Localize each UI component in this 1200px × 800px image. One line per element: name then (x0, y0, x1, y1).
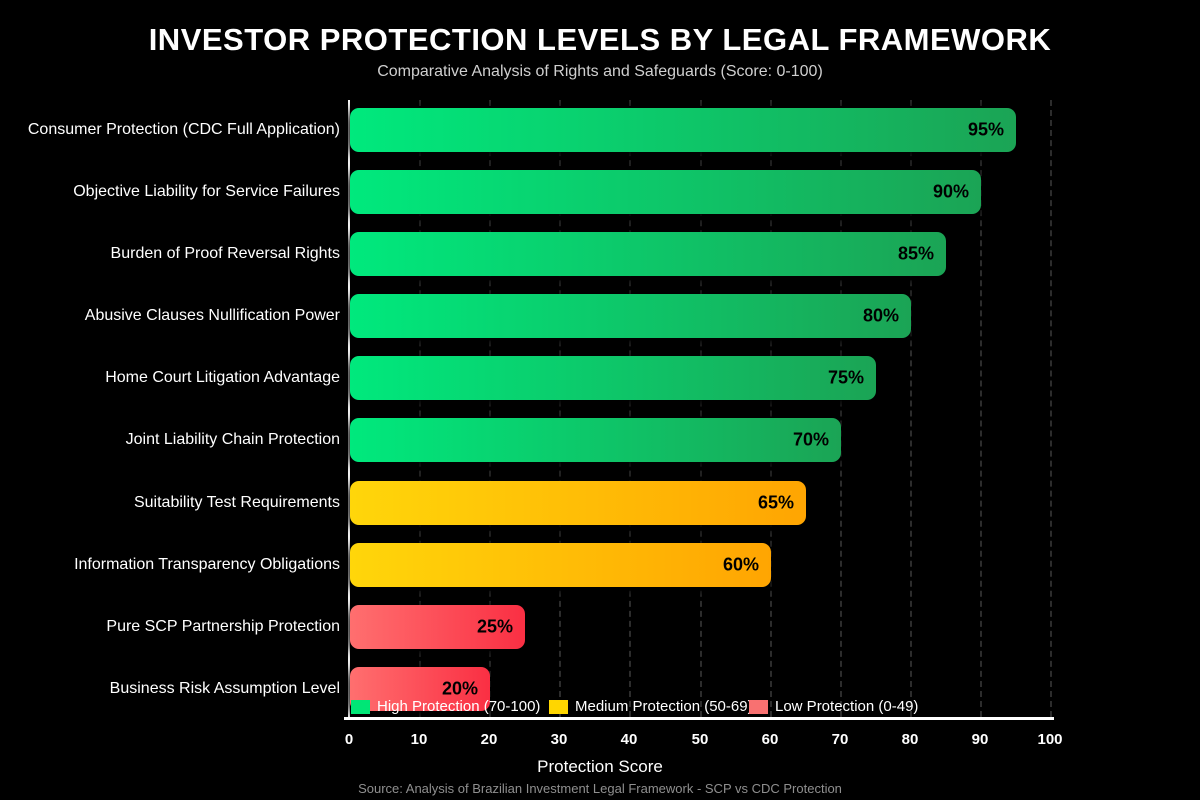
bar-value-label: 85% (897, 243, 934, 264)
category-label: Burden of Proof Reversal Rights (110, 245, 340, 262)
x-axis-line (344, 717, 1054, 720)
category-label: Consumer Protection (CDC Full Applicatio… (27, 121, 340, 138)
legend-label: High Protection (70-100) (377, 698, 541, 715)
x-tick-label: 30 (550, 731, 568, 748)
bar-value-label: 25% (476, 616, 513, 637)
category-label: Abusive Clauses Nullification Power (84, 307, 340, 324)
chart-title: INVESTOR PROTECTION LEVELS BY LEGAL FRAM… (148, 22, 1052, 57)
gridline (980, 100, 982, 717)
gridlines (349, 100, 1052, 717)
bar-row: Pure SCP Partnership Protection 25% (0, 605, 1200, 649)
bar-value-label: 75% (827, 367, 864, 388)
gridline (700, 100, 702, 717)
x-tick-label: 70 (831, 731, 849, 748)
category-label: Business Risk Assumption Level (109, 680, 340, 697)
bar-row: Abusive Clauses Nullification Power 80% (0, 294, 1200, 338)
x-tick-label: 80 (901, 731, 919, 748)
bar-row: Objective Liability for Service Failures… (0, 170, 1200, 214)
bar[interactable]: 65% (350, 481, 806, 525)
x-tick-label: 100 (1037, 731, 1063, 748)
gridline (489, 100, 491, 717)
bar-row: Home Court Litigation Advantage 75% (0, 356, 1200, 400)
bar[interactable]: 75% (350, 356, 876, 400)
gridline (419, 100, 421, 717)
bar-row: Business Risk Assumption Level 20% (0, 667, 1200, 711)
source-note: Source: Analysis of Brazilian Investment… (358, 781, 842, 796)
bar-value-label: 65% (757, 492, 794, 513)
category-label: Joint Liability Chain Protection (125, 431, 340, 448)
bar[interactable]: 70% (350, 418, 841, 462)
legend-label: Low Protection (0-49) (775, 698, 919, 715)
legend-swatch (549, 699, 568, 714)
bar[interactable]: 60% (350, 543, 771, 587)
gridline (629, 100, 631, 717)
bar-value-label: 20% (441, 678, 478, 699)
legend-label: Medium Protection (50-69) (575, 698, 753, 715)
chart-subtitle: Comparative Analysis of Rights and Safeg… (377, 63, 823, 80)
bar-value-label: 60% (722, 554, 759, 575)
x-tick-label: 50 (691, 731, 709, 748)
category-label: Suitability Test Requirements (133, 494, 340, 511)
bar[interactable]: 80% (350, 294, 911, 338)
gridline (559, 100, 561, 717)
legend-item-high[interactable]: High Protection (70-100) (351, 698, 540, 715)
bar-value-label: 80% (862, 305, 899, 326)
bar[interactable]: 95% (350, 108, 1016, 152)
gridline (1050, 100, 1052, 717)
bar-row: Consumer Protection (CDC Full Applicatio… (0, 108, 1200, 152)
x-axis-title: Protection Score (537, 757, 663, 776)
gridline (910, 100, 912, 717)
bar-value-label: 90% (932, 181, 969, 202)
category-label: Home Court Litigation Advantage (105, 369, 340, 386)
category-label: Information Transparency Obligations (74, 556, 340, 573)
legend-item-medium[interactable]: Medium Protection (50-69) (549, 698, 753, 715)
x-tick-label: 10 (410, 731, 428, 748)
bar-value-label: 70% (792, 429, 829, 450)
y-axis-line (348, 100, 350, 720)
x-tick-label: 20 (480, 731, 498, 748)
x-tick-label: 60 (761, 731, 779, 748)
bar-row: Burden of Proof Reversal Rights 85% (0, 232, 1200, 276)
legend-swatch (749, 699, 768, 714)
bar-row: Joint Liability Chain Protection 70% (0, 418, 1200, 462)
legend: High Protection (70-100) Medium Protecti… (0, 698, 1200, 716)
bar-value-label: 95% (967, 119, 1004, 140)
category-label: Objective Liability for Service Failures (73, 183, 340, 200)
bar-row: Information Transparency Obligations 60% (0, 543, 1200, 587)
legend-swatch (351, 699, 370, 714)
bar[interactable]: 85% (350, 232, 946, 276)
legend-item-low[interactable]: Low Protection (0-49) (749, 698, 918, 715)
x-tick-label: 40 (620, 731, 638, 748)
bar-row: Suitability Test Requirements 65% (0, 481, 1200, 525)
gridline (770, 100, 772, 717)
bar[interactable]: 20% (350, 667, 490, 711)
x-tick-label: 90 (971, 731, 989, 748)
bar[interactable]: 90% (350, 170, 981, 214)
x-axis-ticks: 0 10 20 30 40 50 60 70 80 90 100 (0, 731, 1200, 751)
category-label: Pure SCP Partnership Protection (106, 618, 340, 635)
x-tick-label: 0 (344, 731, 354, 748)
gridline (840, 100, 842, 717)
bar[interactable]: 25% (350, 605, 525, 649)
